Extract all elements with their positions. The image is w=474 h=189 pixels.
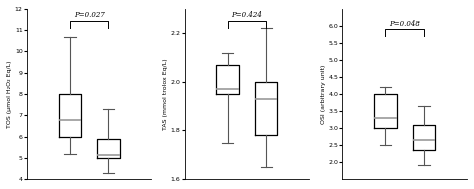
Text: P=0.048: P=0.048 <box>389 20 420 28</box>
Y-axis label: TAS (mmol trolox Eq/L): TAS (mmol trolox Eq/L) <box>163 58 168 130</box>
Text: P=0.027: P=0.027 <box>73 11 105 19</box>
Text: P=0.424: P=0.424 <box>231 11 262 19</box>
Y-axis label: TOS (μmol H₂O₂ Eq/L): TOS (μmol H₂O₂ Eq/L) <box>7 60 12 128</box>
Y-axis label: OSI (arbitrary unit): OSI (arbitrary unit) <box>320 64 326 124</box>
